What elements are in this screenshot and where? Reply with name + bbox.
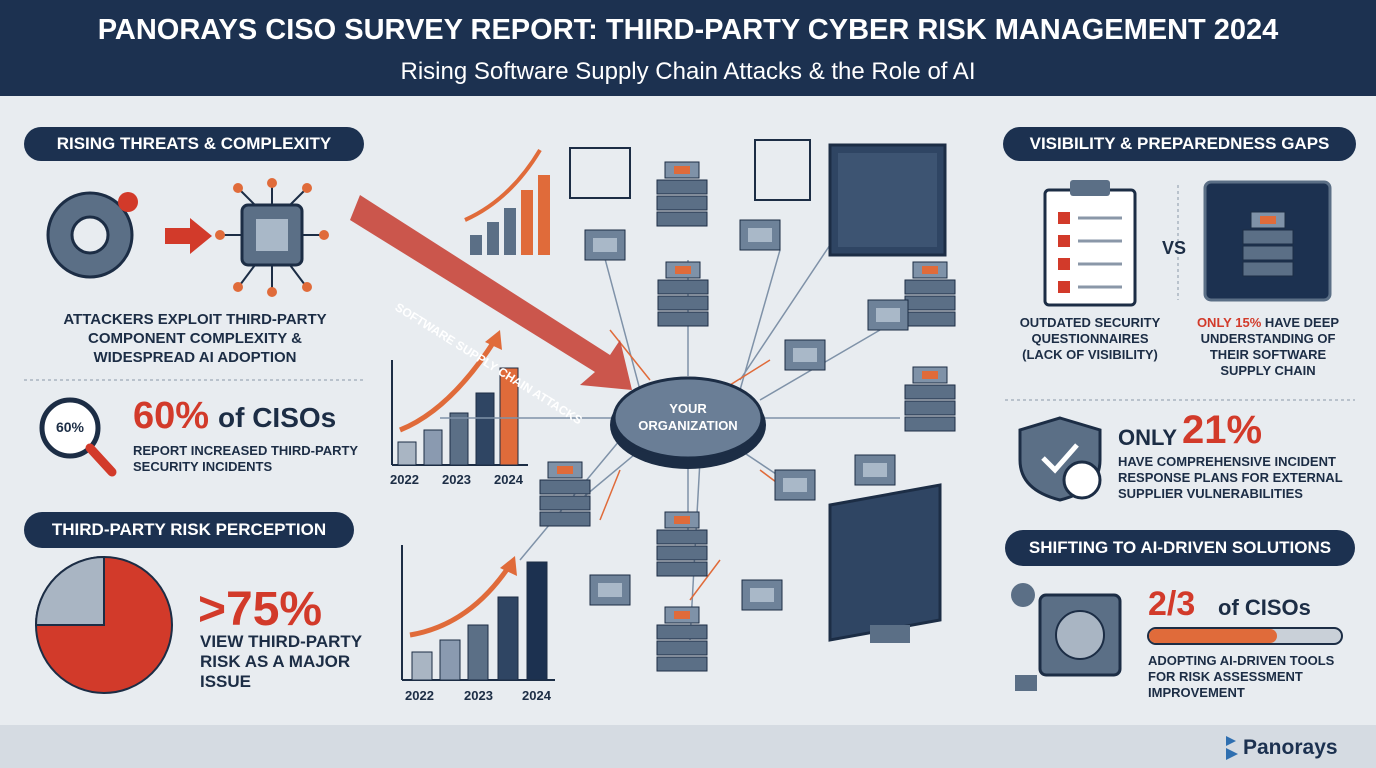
badge: 60% [55,419,85,435]
section-heading: THIRD-PARTY RISK PERCEPTION [24,512,354,548]
text: ONLY 15% HAVE DEEP UNDERSTANDING OF THEI… [1188,315,1348,379]
only: ONLY [1118,425,1178,450]
stat: 60% [133,395,210,437]
stat: 21% [1182,408,1263,452]
subtitle: Rising Software Supply Chain Attacks & t… [400,58,976,85]
text: HAVE COMPREHENSIVE INCIDENT RESPONSE PLA… [1118,454,1343,501]
brand: Panorays [1243,736,1338,759]
year: 2024 [522,688,551,703]
stat-suffix: of CISOs [218,402,337,433]
hub-label: YOUR ORGANIZATION [638,401,738,433]
stat-suffix: of CISOs [1218,595,1311,620]
stat: 2/3 [1148,585,1196,623]
section-heading: SHIFTING TO AI-DRIVEN SOLUTIONS [1005,530,1355,566]
text: OUTDATED SECURITY QUESTIONNAIRES (LACK O… [1019,315,1161,362]
text: HAVE DEEP UNDERSTANDING OF THEIR SOFTWAR… [1200,315,1340,378]
text: REPORT INCREASED THIRD-PARTY SECURITY IN… [133,443,358,474]
year: 2024 [494,472,523,487]
highlight: ONLY 15% [1196,315,1262,330]
year: 2022 [390,472,419,487]
year: 2022 [405,688,434,703]
text: VIEW THIRD-PARTY RISK AS A MAJOR ISSUE [200,632,362,691]
section-heading: VISIBILITY & PREPAREDNESS GAPS [1003,127,1356,161]
section-heading: RISING THREATS & COMPLEXITY [24,127,364,161]
title: PANORAYS CISO SURVEY REPORT: THIRD-PARTY… [97,14,1279,46]
year: 2023 [442,472,471,487]
stat: >75% [198,583,323,636]
text: ADOPTING AI-DRIVEN TOOLS FOR RISK ASSESS… [1148,653,1335,700]
year: 2023 [464,688,493,703]
vs: VS [1162,238,1187,258]
text: ATTACKERS EXPLOIT THIRD-PARTY COMPONENT … [63,311,327,366]
